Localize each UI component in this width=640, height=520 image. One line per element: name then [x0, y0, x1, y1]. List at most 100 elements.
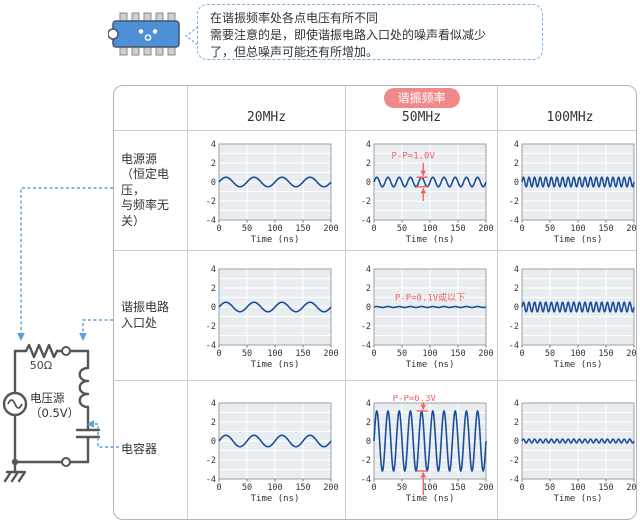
- svg-text:0: 0: [216, 224, 221, 234]
- svg-text:2: 2: [365, 159, 370, 169]
- svg-text:2: 2: [210, 159, 215, 169]
- speech-bubble: 在谐振频率处各点电压有所不同 需要注意的是，即使谐振电路入口处的噪声看似减少 了…: [197, 4, 543, 60]
- svg-text:0: 0: [519, 224, 524, 234]
- svg-text:200: 200: [323, 483, 338, 493]
- circuit-schematic: 50Ω 电压源 （0.5V）: [2, 343, 101, 483]
- svg-text:4: 4: [210, 140, 215, 150]
- svg-text:100: 100: [570, 224, 585, 234]
- svg-text:4: 4: [514, 399, 519, 409]
- sine-wave-trace: [372, 409, 487, 473]
- node-circle-bottom: [61, 457, 71, 467]
- svg-text:P-P=0.1V或以下: P-P=0.1V或以下: [394, 291, 464, 303]
- svg-text:0: 0: [365, 437, 370, 447]
- svg-text:50: 50: [396, 224, 406, 234]
- svg-text:Time (ns): Time (ns): [554, 235, 603, 245]
- svg-text:0: 0: [519, 349, 524, 359]
- svg-text:50: 50: [545, 483, 555, 493]
- svg-text:-4: -4: [205, 475, 215, 485]
- svg-text:0: 0: [365, 178, 370, 188]
- resistor-value-label: 50Ω: [30, 359, 52, 372]
- source-label-1: 电压源: [30, 391, 65, 405]
- svg-text:Time (ns): Time (ns): [405, 360, 454, 370]
- svg-text:2: 2: [365, 284, 370, 294]
- svg-text:2: 2: [514, 418, 519, 428]
- svg-text:2: 2: [514, 284, 519, 294]
- svg-text:Time (ns): Time (ns): [250, 235, 299, 245]
- svg-text:Time (ns): Time (ns): [554, 494, 603, 504]
- row-label-resonant-entrance: 谐振电路 入口处: [114, 251, 188, 381]
- svg-text:P-P=6.3V: P-P=6.3V: [392, 395, 436, 404]
- svg-text:50: 50: [396, 483, 406, 493]
- svg-text:2: 2: [210, 284, 215, 294]
- svg-text:-4: -4: [205, 341, 215, 351]
- svg-text:0: 0: [514, 437, 519, 447]
- svg-text:100: 100: [422, 483, 437, 493]
- table-corner-cell: [114, 86, 188, 131]
- svg-text:Time (ns): Time (ns): [250, 360, 299, 370]
- svg-text:150: 150: [598, 349, 613, 359]
- sine-wave-trace: [217, 175, 332, 188]
- chip-eye-right: [152, 29, 158, 34]
- svg-text:2: 2: [210, 418, 215, 428]
- sine-wave-trace: [217, 434, 332, 448]
- svg-text:2: 2: [514, 159, 519, 169]
- svg-text:200: 200: [478, 349, 493, 359]
- sine-wave-trace: [521, 438, 635, 444]
- sine-wave-trace: [372, 175, 487, 188]
- svg-text:200: 200: [478, 224, 493, 234]
- row-label-text: 与频率无关）: [121, 198, 170, 228]
- svg-text:0: 0: [365, 303, 370, 313]
- svg-text:-2: -2: [205, 322, 215, 332]
- resonance-frequency-badge: 谐振频率: [383, 88, 460, 108]
- column-header-20mhz: 20MHz: [188, 86, 346, 131]
- chart-entrance-20mhz: 4 2 0 -2 -4 0 50 100 150 200 Time (ns): [188, 251, 346, 381]
- column-header-50mhz: 谐振频率 50MHz: [346, 86, 498, 131]
- resistor-icon: [24, 343, 59, 359]
- svg-text:2: 2: [365, 418, 370, 428]
- svg-text:-4: -4: [360, 475, 370, 485]
- chip-mouth: [144, 34, 152, 41]
- bubble-text-line3: 了，但总噪声可能还有所增加。: [210, 45, 379, 60]
- bubble-text-line1: 在谐振频率处各点电压有所不同: [210, 11, 379, 25]
- svg-text:4: 4: [210, 265, 215, 275]
- chart-capacitor-20mhz: 4 2 0 -2 -4 0 50 100 150 200 Time (ns): [188, 381, 346, 519]
- svg-text:150: 150: [295, 224, 310, 234]
- svg-text:4: 4: [365, 265, 370, 275]
- speech-bubble-tail: [184, 26, 199, 46]
- sine-symbol: [7, 399, 23, 409]
- svg-text:50: 50: [545, 349, 555, 359]
- svg-text:0: 0: [514, 303, 519, 313]
- sine-wave-trace: [521, 300, 635, 313]
- svg-text:0: 0: [210, 437, 215, 447]
- svg-text:0: 0: [519, 483, 524, 493]
- row-label-capacitor: 电容器: [114, 381, 188, 519]
- svg-text:4: 4: [210, 399, 215, 409]
- svg-text:50: 50: [241, 224, 251, 234]
- node-circle-top: [61, 346, 71, 356]
- row-label-text: 电源源: [121, 151, 158, 166]
- svg-text:100: 100: [570, 349, 585, 359]
- svg-text:150: 150: [450, 483, 465, 493]
- svg-text:150: 150: [295, 349, 310, 359]
- chip-notch: [107, 28, 119, 40]
- svg-text:0: 0: [371, 224, 376, 234]
- svg-text:50: 50: [396, 349, 406, 359]
- svg-text:50: 50: [241, 349, 251, 359]
- row-label-text: 谐振电路: [121, 299, 170, 314]
- svg-text:200: 200: [323, 349, 338, 359]
- row-label-text: （恒定电压，: [121, 167, 170, 197]
- svg-text:-4: -4: [509, 341, 519, 351]
- svg-text:4: 4: [365, 140, 370, 150]
- svg-text:Time (ns): Time (ns): [405, 235, 454, 245]
- svg-text:-2: -2: [509, 197, 519, 207]
- svg-text:0: 0: [210, 178, 215, 188]
- svg-text:-2: -2: [509, 456, 519, 466]
- svg-text:100: 100: [267, 483, 282, 493]
- svg-text:0: 0: [216, 483, 221, 493]
- svg-text:Time (ns): Time (ns): [554, 360, 603, 370]
- chart-power-source-50mhz: 4 2 0 -2 -4 0 50 100 150 200 Time (ns) P-P=1.0V: [346, 131, 498, 251]
- svg-text:-2: -2: [360, 322, 370, 332]
- svg-text:200: 200: [626, 349, 637, 359]
